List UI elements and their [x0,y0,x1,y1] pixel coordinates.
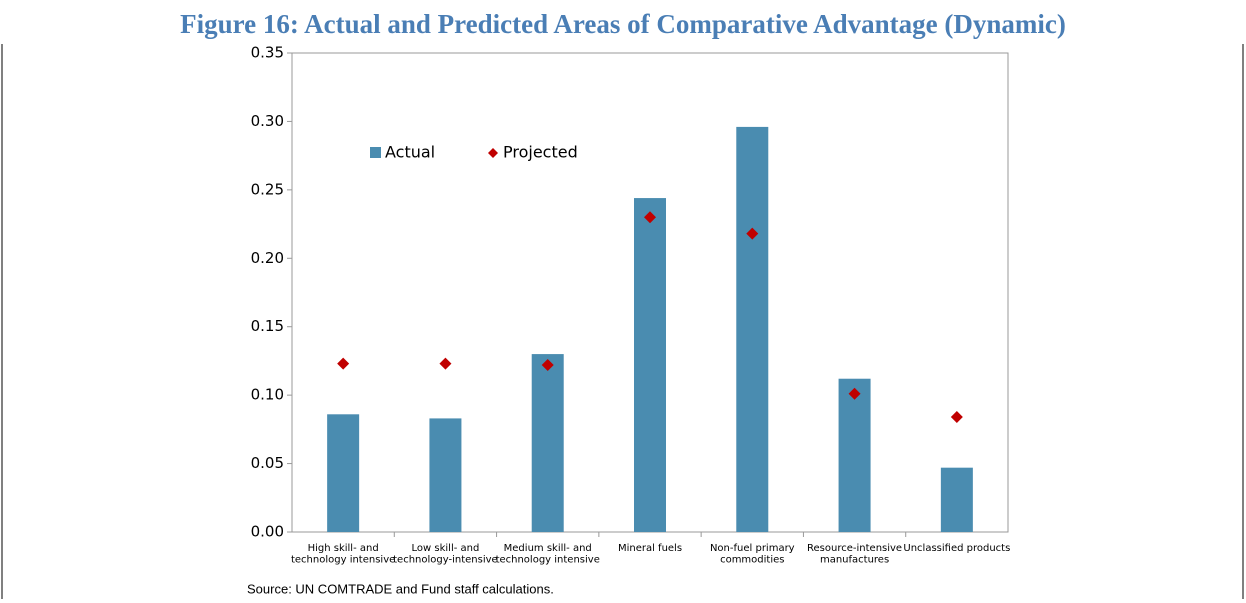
y-tick-label: 0.30 [251,112,284,130]
y-tick-label: 0.00 [251,523,284,541]
x-tick-label: Mineral fuels [618,543,682,554]
x-tick-label: Resource-intensive manufactures [807,543,902,566]
x-tick-label: Medium skill- and technology intensive [496,543,600,566]
projected-marker [746,227,759,240]
y-tick-label: 0.15 [251,317,284,335]
x-tick-label: Non-fuel primary commodities [710,543,795,566]
chart-title: Figure 16: Actual and Predicted Areas of… [180,9,1066,39]
source-note: Source: UN COMTRADE and Fund staff calcu… [247,581,554,596]
projected-marker [848,387,861,400]
y-tick-label: 0.20 [251,249,284,267]
y-tick-label: 0.10 [251,386,284,404]
bar [531,354,564,532]
x-tick-label: Low skill- and technology-intensive [393,543,498,566]
legend-label: Projected [503,143,578,162]
bar [838,378,871,532]
projected-marker [644,211,656,224]
bar [327,414,360,532]
legend-label: Actual [385,143,435,162]
bar [736,126,769,532]
x-tick-label: Unclassified products [903,543,1010,554]
bar [940,467,973,532]
projected-marker [950,411,963,424]
projected-marker [541,359,554,372]
legend-swatch [370,147,381,158]
x-tick-label: High skill- and technology intensive [291,543,395,566]
bar [634,198,666,532]
y-tick-label: 0.25 [251,180,284,198]
bar [429,418,462,532]
legend-swatch [488,148,498,158]
projected-marker [337,357,350,370]
y-tick-label: 0.35 [251,44,284,62]
y-tick-label: 0.05 [251,454,284,472]
projected-marker [439,357,452,370]
